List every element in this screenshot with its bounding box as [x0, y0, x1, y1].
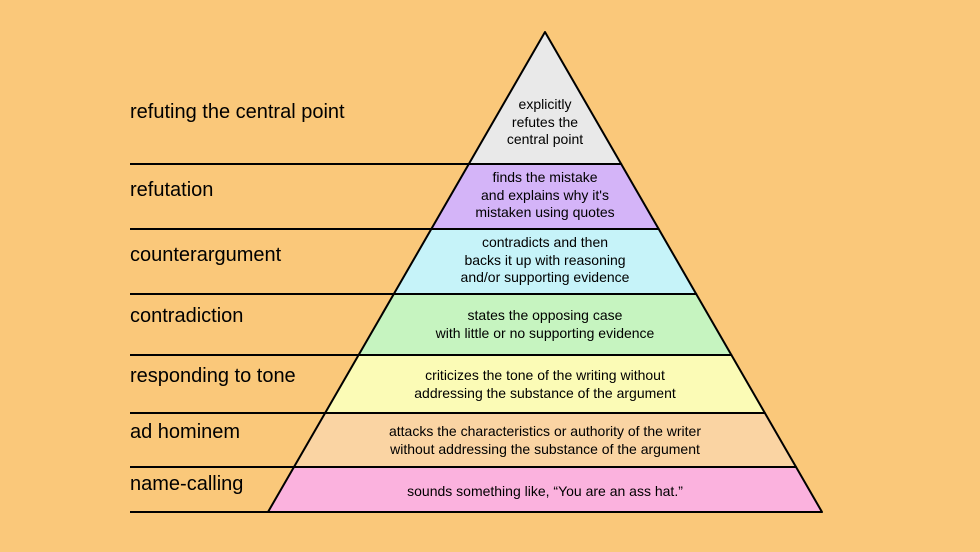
level-label: refuting the central point: [130, 101, 345, 124]
level-description: attacks the characteristics or authority…: [389, 423, 701, 458]
level-underline: [130, 354, 359, 356]
level-description: contradicts and thenbacks it up with rea…: [461, 234, 630, 287]
level-description: criticizes the tone of the writing witho…: [414, 367, 676, 402]
level-description: sounds something like, “You are an ass h…: [407, 483, 683, 501]
level-label: ad hominem: [130, 421, 240, 444]
level-label: refutation: [130, 179, 213, 202]
level-underline: [130, 293, 394, 295]
level-description: explicitlyrefutes thecentral point: [507, 96, 583, 149]
level-underline: [130, 163, 469, 165]
level-label: name-calling: [130, 473, 243, 496]
level-label: contradiction: [130, 305, 243, 328]
level-label: counterargument: [130, 244, 281, 267]
level-underline: [130, 412, 325, 414]
level-underline: [130, 511, 268, 513]
level-underline: [130, 466, 294, 468]
level-description: states the opposing casewith little or n…: [436, 307, 655, 342]
level-label: responding to tone: [130, 365, 296, 388]
level-description: finds the mistakeand explains why it'smi…: [475, 169, 614, 222]
level-underline: [130, 228, 431, 230]
